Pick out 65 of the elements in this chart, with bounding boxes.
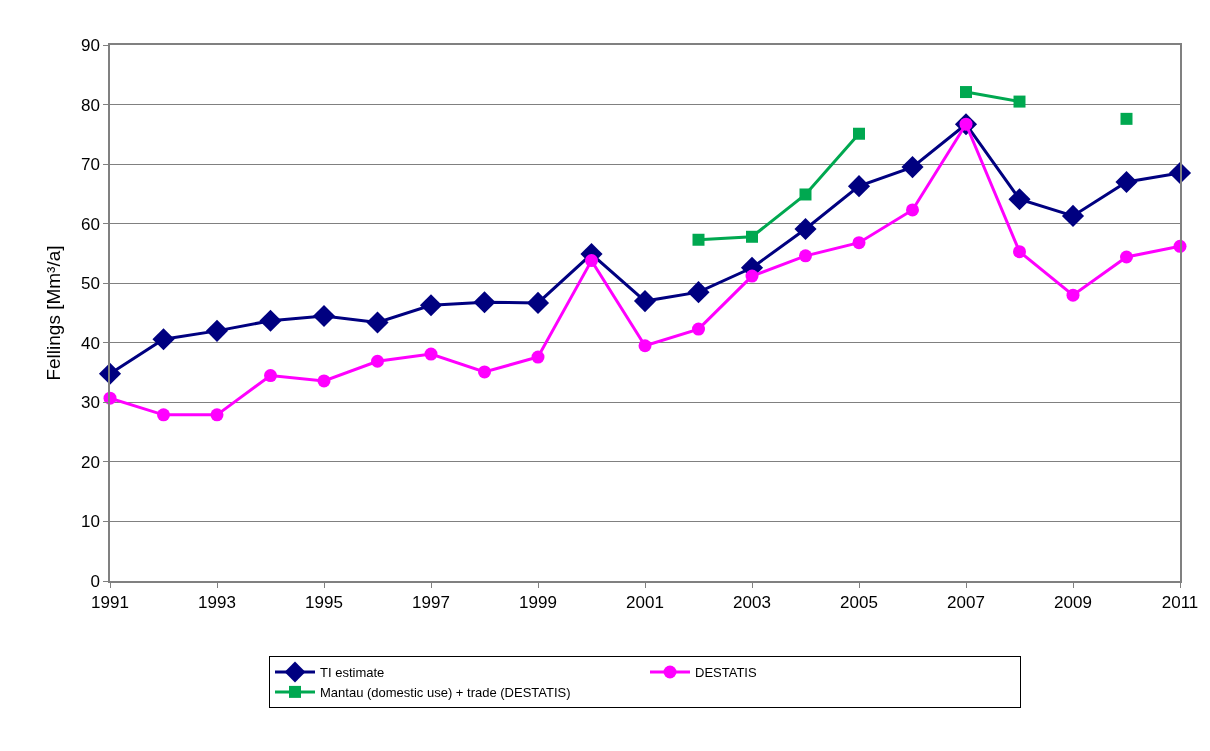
x-tick-label: 1995 [305,593,343,613]
y-tick-label: 30 [80,393,100,413]
point [1066,288,1080,302]
point [317,374,331,388]
point [1168,161,1192,185]
legend-label: Mantau (domestic use) + trade (DESTATIS) [320,684,571,700]
point [1120,112,1133,125]
point [852,236,866,250]
point [799,249,812,263]
point [419,294,443,317]
x-tick-label: 1997 [412,593,450,613]
point [1008,188,1031,211]
x-tick-label: 1999 [519,593,557,613]
point [366,311,389,334]
point [799,188,812,201]
point [633,290,657,313]
point [1120,250,1133,264]
x-tick-label: 2007 [947,593,985,613]
point [687,281,710,304]
x-tick-label: 1991 [91,593,129,613]
point [1013,245,1026,259]
point [638,339,652,353]
y-tick-label: 20 [80,452,100,472]
y-tick-label: 60 [80,214,100,234]
legend-label: TI estimate [320,665,385,681]
x-tick-label: 2009 [1054,593,1092,613]
x-tick-label: 2005 [840,593,878,613]
point [478,365,491,379]
point [210,408,224,422]
point [745,269,759,283]
point [585,254,598,268]
point [531,350,545,364]
point [906,203,919,217]
y-tick-label: 10 [80,512,100,532]
point [746,230,758,243]
point [152,328,175,351]
point [1115,170,1138,194]
point [526,291,550,314]
y-tick-label: 90 [80,35,100,55]
y-tick-label: 40 [80,333,100,353]
point [205,319,229,342]
y-axis-title: Fellings [Mm³/a] [43,245,65,381]
point [157,408,170,422]
x-tick-label: 2011 [1161,593,1199,613]
x-tick-label: 2003 [733,593,771,613]
x-tick-label: 1993 [198,593,236,613]
point [901,156,924,179]
y-tick-label: 70 [80,155,100,175]
y-tick-label: 0 [90,571,100,591]
point [473,291,496,314]
point [692,322,705,336]
y-tick-label: 50 [80,274,100,294]
point [692,233,705,246]
y-tick-label: 80 [80,95,100,115]
legend-label: DESTATIS [695,665,757,681]
point [371,354,384,368]
point [847,175,871,198]
point [794,217,817,241]
point [1061,204,1085,227]
x-tick-label: 2001 [626,593,664,613]
point [312,304,336,328]
point [853,127,865,140]
point [424,347,438,361]
point [264,369,277,383]
point [259,309,282,332]
